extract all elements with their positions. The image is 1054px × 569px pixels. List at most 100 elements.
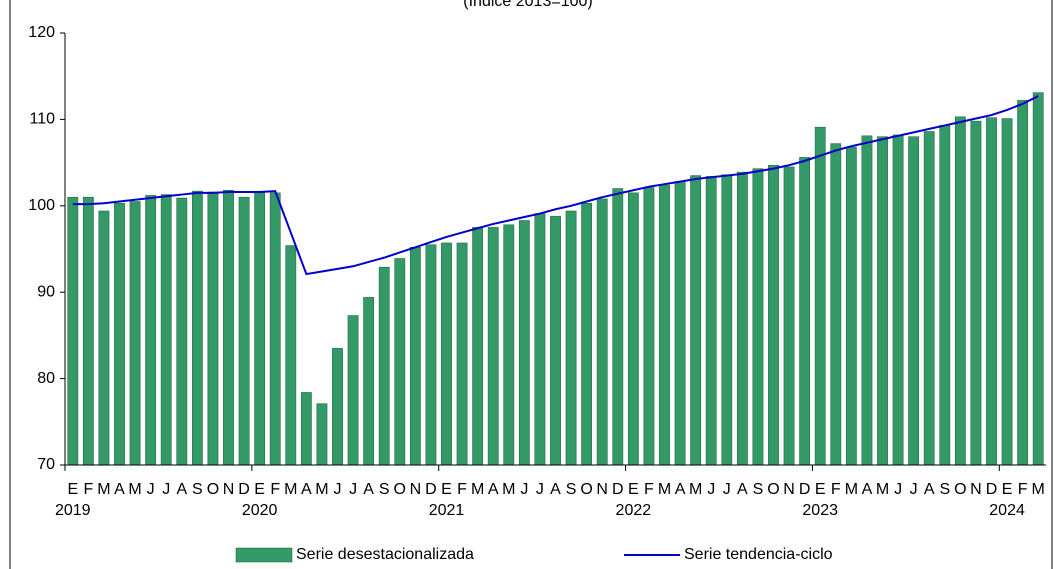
legend-swatch <box>235 547 293 563</box>
legend-label: Serie tendencia-ciclo <box>684 546 833 563</box>
x-tick-label: S <box>192 481 203 498</box>
bar <box>176 197 188 466</box>
year-label: 2019 <box>55 502 91 519</box>
year-label: 2021 <box>429 502 465 519</box>
x-tick-label: A <box>488 481 499 498</box>
year-label: 2023 <box>802 502 838 519</box>
x-tick-label: A <box>737 481 748 498</box>
x-tick-label: A <box>114 481 125 498</box>
y-tick-label: 80 <box>37 370 55 387</box>
bar <box>970 120 982 466</box>
bar <box>269 192 281 466</box>
bar <box>472 227 484 466</box>
bar <box>596 198 608 466</box>
y-tick-label: 70 <box>37 456 55 473</box>
year-label: 2022 <box>616 502 652 519</box>
bar <box>425 244 437 466</box>
x-tick-label: E <box>254 481 265 498</box>
x-tick-label: S <box>753 481 764 498</box>
x-tick-label: M <box>876 481 889 498</box>
bar <box>67 196 79 466</box>
x-tick-label: O <box>580 481 592 498</box>
bar <box>409 247 421 466</box>
x-tick-label: S <box>566 481 577 498</box>
bar <box>581 202 593 466</box>
x-tick-label: M <box>471 481 484 498</box>
bar <box>690 175 702 466</box>
bar <box>1032 92 1044 466</box>
trend-line <box>72 95 1039 276</box>
bar <box>550 215 561 466</box>
bar <box>534 213 546 466</box>
bar <box>1017 100 1029 466</box>
x-tick-label: M <box>1032 481 1045 498</box>
bar <box>845 146 857 466</box>
bar <box>814 126 826 466</box>
bar <box>238 196 250 466</box>
bar <box>456 242 468 466</box>
x-tick-label: F <box>831 481 841 498</box>
year-label: 2024 <box>989 502 1025 519</box>
x-tick-label: M <box>97 481 110 498</box>
legend-label: Serie desestacionalizada <box>296 546 474 563</box>
bar <box>705 176 717 466</box>
bar <box>114 202 125 466</box>
chart-subtitle: (Índice 2013=100) <box>463 0 592 10</box>
bar <box>1001 118 1013 466</box>
bar <box>207 191 219 466</box>
bar <box>160 194 172 466</box>
x-tick-label: D <box>612 481 624 498</box>
x-tick-label: M <box>658 481 671 498</box>
bar <box>954 116 966 466</box>
x-tick-label: M <box>315 481 328 498</box>
bar <box>254 192 266 466</box>
x-tick-label: A <box>550 481 561 498</box>
x-tick-label: E <box>1002 481 1013 498</box>
x-tick-label: J <box>349 481 357 498</box>
bar <box>721 174 733 466</box>
x-tick-label: J <box>707 481 715 498</box>
x-tick-label: O <box>767 481 779 498</box>
x-tick-label: M <box>845 481 858 498</box>
x-tick-label: O <box>954 481 966 498</box>
x-tick-label: N <box>783 481 795 498</box>
bar <box>674 181 686 466</box>
bar <box>908 136 920 466</box>
bar <box>347 315 359 466</box>
bar <box>768 164 779 466</box>
bar <box>830 143 842 466</box>
x-tick-label: J <box>147 481 155 498</box>
bar <box>923 131 935 466</box>
bar <box>643 187 655 466</box>
x-tick-label: F <box>83 481 93 498</box>
bar <box>332 348 343 466</box>
bar <box>363 297 375 466</box>
x-tick-label: J <box>520 481 528 498</box>
bar <box>799 157 811 466</box>
bar <box>518 220 530 466</box>
bar <box>129 201 141 466</box>
x-tick-label: A <box>862 481 873 498</box>
bar <box>285 245 297 466</box>
bar <box>939 125 951 466</box>
bar <box>612 188 624 466</box>
x-tick-label: M <box>689 481 702 498</box>
x-tick-label: M <box>284 481 297 498</box>
bar <box>783 166 795 466</box>
x-tick-label: M <box>502 481 515 498</box>
bar <box>316 403 328 466</box>
bar <box>877 136 888 466</box>
x-tick-label: O <box>207 481 219 498</box>
x-tick-label: D <box>238 481 250 498</box>
x-tick-label: F <box>270 481 280 498</box>
bar <box>736 171 748 466</box>
bar <box>986 117 997 466</box>
y-tick-label: 90 <box>37 283 55 300</box>
bar <box>82 196 94 466</box>
x-tick-label: N <box>970 481 982 498</box>
x-tick-label: M <box>128 481 141 498</box>
x-tick-label: J <box>536 481 544 498</box>
y-tick-label: 120 <box>28 24 55 41</box>
x-tick-label: J <box>162 481 170 498</box>
bar <box>487 227 499 466</box>
